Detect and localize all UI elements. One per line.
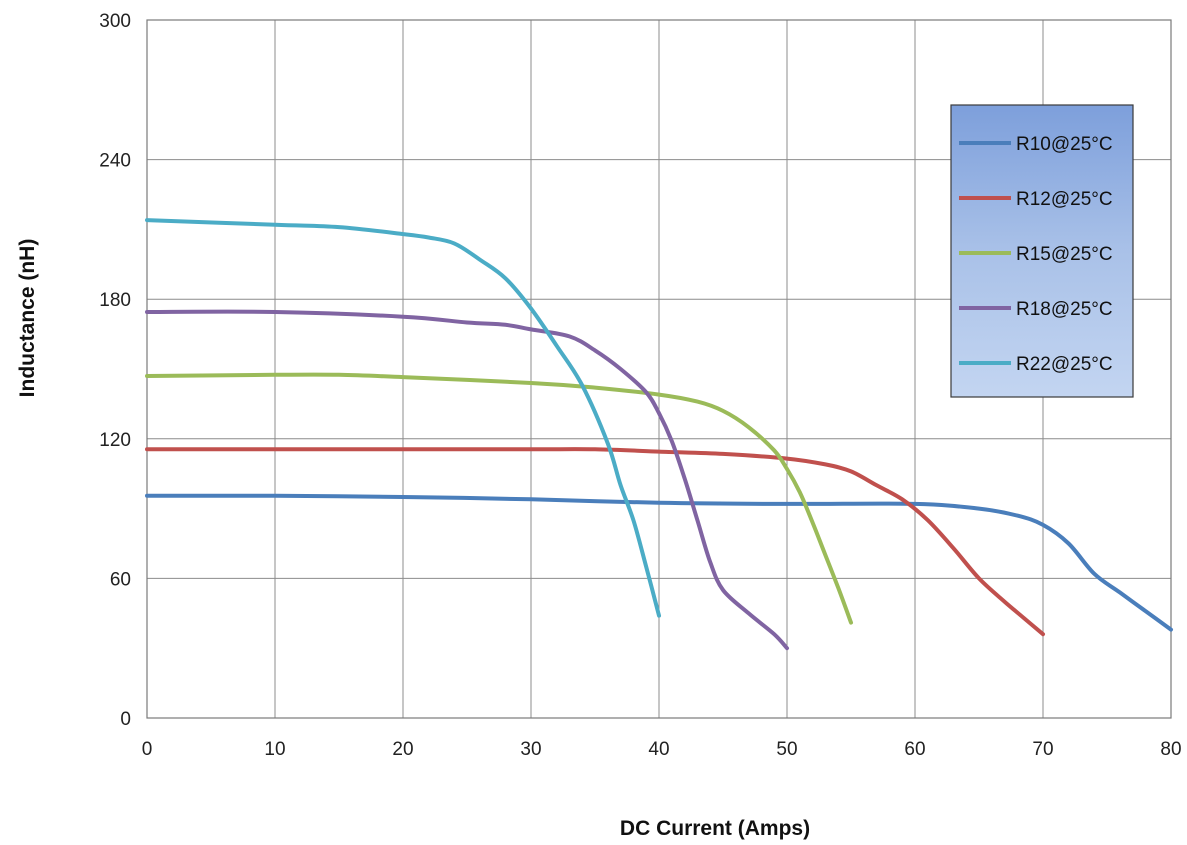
legend-label-0: R10@25°C <box>1016 134 1113 155</box>
legend-box <box>950 104 1134 398</box>
y-tick-label-0: 0 <box>120 709 131 730</box>
x-tick-label-2: 20 <box>392 739 413 760</box>
x-tick-label-7: 70 <box>1032 739 1053 760</box>
series-line-4 <box>145 218 661 618</box>
x-tick-label-4: 40 <box>648 739 669 760</box>
x-tick-label-3: 30 <box>520 739 541 760</box>
series-line-1 <box>145 447 1045 637</box>
legend-label-1: R12@25°C <box>1016 189 1113 210</box>
legend-label-3: R18@25°C <box>1016 299 1113 320</box>
y-tick-label-1: 60 <box>110 569 131 590</box>
x-tick-label-8: 80 <box>1160 739 1181 760</box>
legend-label-4: R22@25°C <box>1016 354 1113 375</box>
x-tick-label-1: 10 <box>264 739 285 760</box>
series-lines <box>145 218 1173 651</box>
y-axis-title: Inductance (nH) <box>16 239 39 398</box>
plot-area-border <box>146 19 1172 719</box>
x-axis-title: DC Current (Amps) <box>620 817 810 840</box>
series-line-3 <box>145 309 789 651</box>
axis-ticks: 0 10 20 30 40 50 60 70 80 0 60 120 180 240 300 <box>99 11 1181 760</box>
legend-label-2: R15@25°C <box>1016 244 1113 265</box>
legend: R10@25°C R12@25°C R15@25°C R18@25°C R22@25°C <box>950 104 1134 398</box>
x-tick-label-5: 50 <box>776 739 797 760</box>
y-tick-label-5: 300 <box>99 11 131 32</box>
y-tick-label-3: 180 <box>99 290 131 311</box>
series-line-2 <box>145 372 853 625</box>
y-tick-label-4: 240 <box>99 151 131 172</box>
x-tick-label-6: 60 <box>904 739 925 760</box>
y-tick-label-2: 120 <box>99 430 131 451</box>
x-tick-label-0: 0 <box>142 739 153 760</box>
